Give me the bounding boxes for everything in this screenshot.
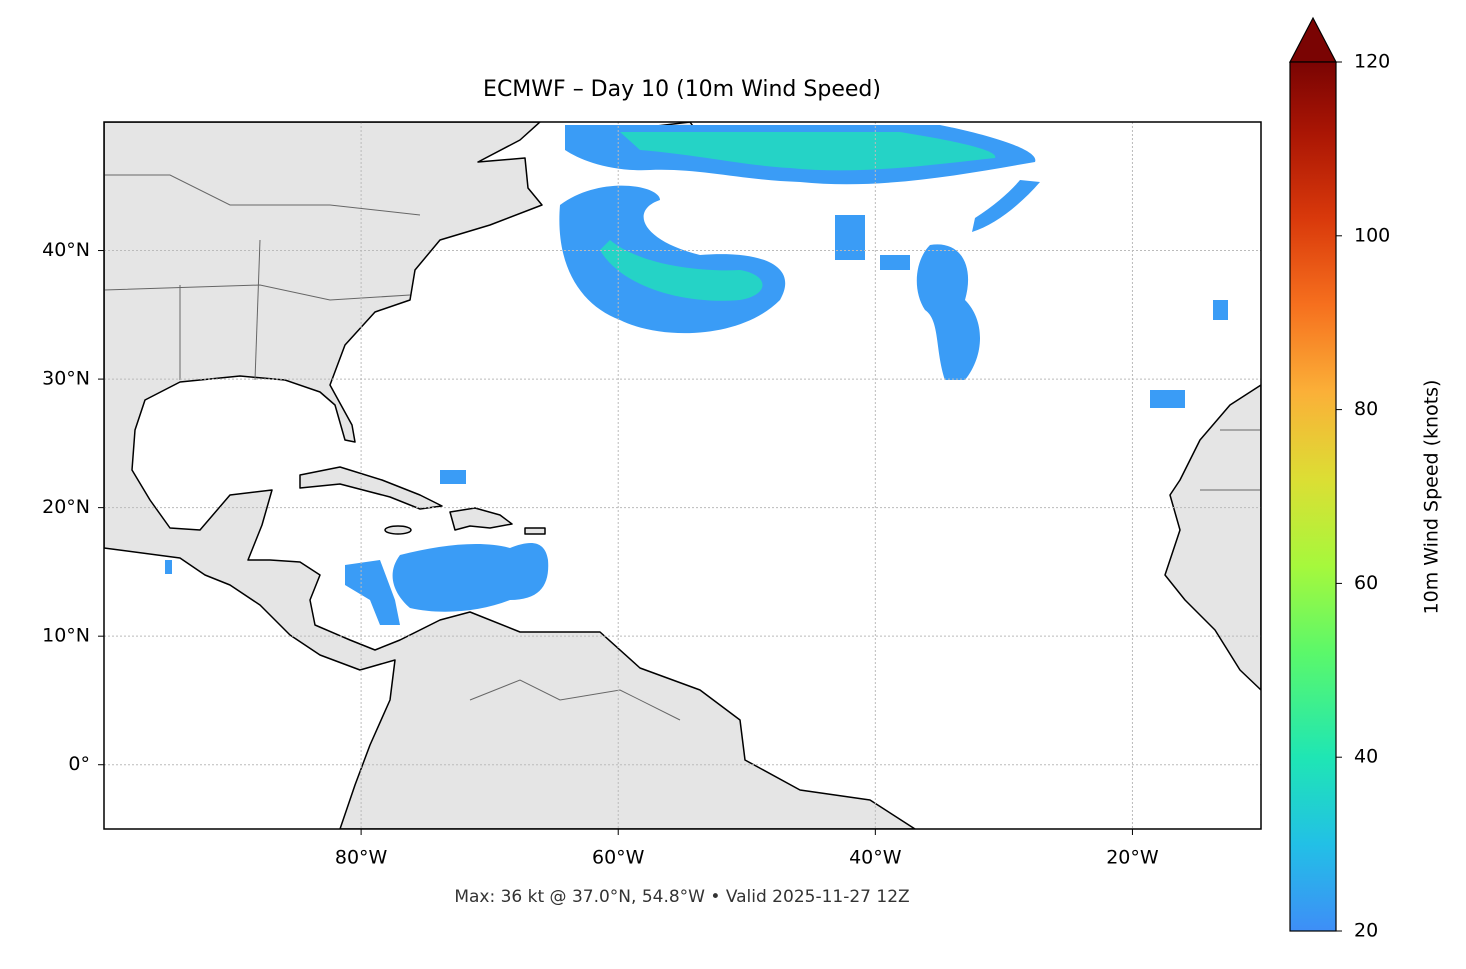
colorbar-tick-label: 80 — [1354, 398, 1378, 420]
colorbar-tick-label: 100 — [1354, 224, 1390, 246]
y-tick-label: 40°N — [42, 239, 90, 261]
colorbar-tick-label: 120 — [1354, 51, 1390, 73]
wind-field — [916, 244, 980, 380]
wind-field — [835, 215, 865, 260]
wind-field — [880, 255, 910, 270]
wind-field — [392, 543, 549, 612]
jamaica — [384, 525, 412, 535]
cuba — [299, 466, 443, 510]
border — [104, 174, 421, 216]
x-tick-label: 40°W — [849, 847, 902, 869]
x-tick-label: 60°W — [592, 847, 645, 869]
colorbar-tick-label: 40 — [1354, 746, 1378, 768]
wind-core — [600, 240, 763, 301]
grid — [104, 122, 1261, 829]
map-title: ECMWF – Day 10 (10m Wind Speed) — [483, 77, 881, 102]
africa — [1164, 384, 1261, 691]
y-tick-label: 10°N — [42, 625, 90, 647]
wind-field — [1150, 390, 1185, 408]
colorbar-extend — [1289, 16, 1337, 63]
wind-field — [1213, 300, 1228, 320]
colorbar-bar — [1289, 61, 1337, 932]
americas — [104, 122, 916, 829]
colorbar: 10m Wind Speed (knots) 20 40 60 80 100 120 — [1289, 16, 1443, 942]
wind-field — [440, 470, 466, 484]
y-tick-label: 20°N — [42, 496, 90, 518]
x-tick-label: 80°W — [335, 847, 388, 869]
y-tick-label: 30°N — [42, 368, 90, 390]
colorbar-tick-label: 20 — [1354, 920, 1378, 942]
border — [469, 679, 681, 721]
footer: Max: 36 kt @ 37.0°N, 54.8°W • Valid 2025… — [454, 887, 909, 907]
puerto-rico — [524, 527, 546, 535]
wind-field — [345, 560, 400, 625]
colorbar-tick-label: 60 — [1354, 572, 1378, 594]
border — [254, 239, 261, 381]
axes: 80°W 60°W 40°W 20°W 0° 10°N 20°N 30°N 40°N — [42, 239, 1159, 868]
map-area — [104, 122, 1261, 829]
y-tick-label: 0° — [68, 753, 90, 775]
x-tick-label: 20°W — [1106, 847, 1159, 869]
borders — [104, 174, 1261, 721]
hispaniola — [449, 507, 513, 531]
border — [104, 284, 411, 301]
wind-core — [620, 132, 996, 171]
wind-field — [165, 560, 172, 574]
wind-field — [972, 180, 1040, 232]
map-frame — [103, 121, 1262, 830]
colorbar-label: 10m Wind Speed (knots) — [1421, 380, 1443, 615]
